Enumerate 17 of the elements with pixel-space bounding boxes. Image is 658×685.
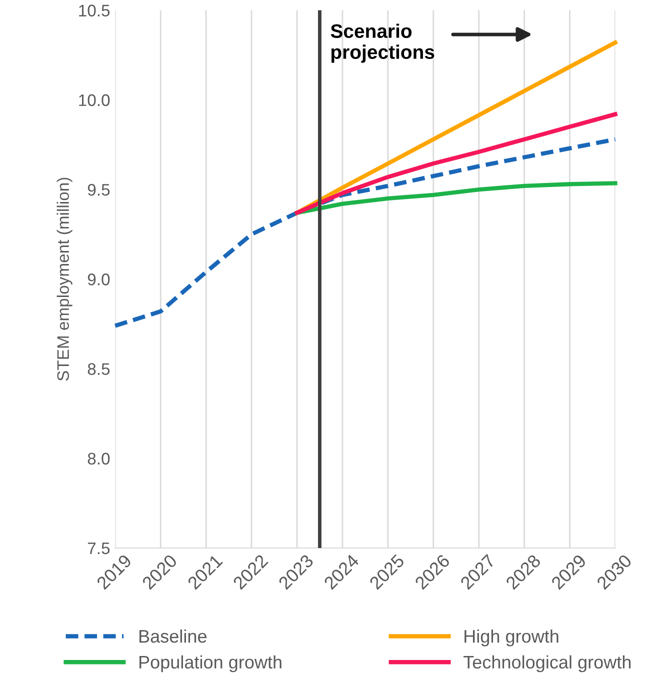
y-tick-label: 8.5	[88, 363, 110, 375]
line-series	[294, 40, 618, 215]
y-tick-label: 9.5	[88, 184, 110, 196]
legend-label: Baseline	[139, 629, 206, 643]
legend-label: High growth	[464, 629, 558, 646]
line-series	[294, 112, 618, 215]
y-tick-label: 10.5	[79, 4, 110, 16]
y-tick-label: 9.0	[88, 274, 110, 286]
y-tick-label: 7.5	[88, 542, 110, 554]
y-tick-label: 8.0	[88, 452, 110, 465]
legend-label: Population growth	[139, 655, 282, 672]
y-tick-label: 10.0	[79, 94, 110, 106]
annotation: Scenario projections	[330, 24, 434, 63]
line-series	[294, 181, 618, 215]
legend-label: Technological growth	[464, 655, 631, 672]
y-axis-title: STEM employment (million)	[56, 178, 72, 381]
line-series	[113, 137, 618, 328]
